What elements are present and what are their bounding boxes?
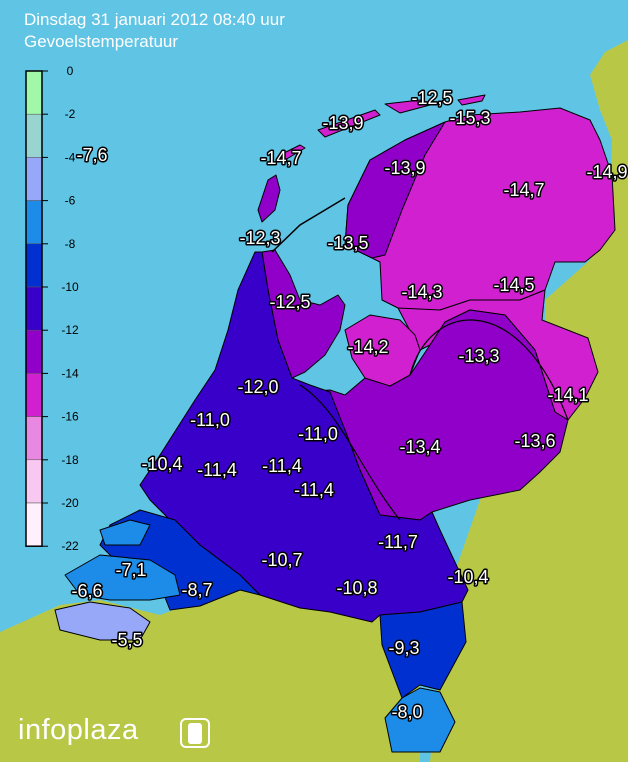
- legend-band: [25, 416, 43, 461]
- temperature-value-label: -10,8: [336, 578, 377, 598]
- legend-band: [25, 459, 43, 504]
- color-legend: 0 -2 -4 -6 -8 -10 -12 -14 -16 -18 -20 -22: [25, 64, 79, 553]
- legend-tick-label: -2: [65, 107, 76, 121]
- temperature-value-label: -13,3: [458, 346, 499, 366]
- island-vlieland: [279, 144, 306, 161]
- temperature-value-label: -12,5: [411, 88, 452, 108]
- legend-tick-label: -10: [61, 280, 79, 294]
- temperature-value-label: -11,0: [298, 424, 338, 444]
- temperature-value-label: -13,6: [514, 431, 555, 451]
- region-limburg-north: [379, 601, 467, 699]
- temperature-value-label: -15,3: [449, 108, 490, 128]
- region-friesland-west: [344, 121, 446, 259]
- temperature-value-label: -8,7: [181, 580, 212, 600]
- temperature-value-label: -10,7: [261, 550, 302, 570]
- temperature-value-label: -12,0: [237, 377, 278, 397]
- temperature-value-label: -14,5: [493, 275, 534, 295]
- region-zeeland-islands: [64, 554, 181, 601]
- temperature-value-label: -10,4: [447, 567, 488, 587]
- value-labels: -12,5-15,3-13,9-7,6 -14,7 -13,9-14,7-14,9-…: [70, 87, 628, 724]
- afsluitdijk: [271, 197, 346, 253]
- island-schiermonnikoog: [457, 94, 486, 106]
- temperature-value-label: -10,4: [141, 454, 182, 474]
- legend-band: [25, 70, 43, 115]
- temperature-value-label: -12,3: [239, 228, 280, 248]
- temperature-value-label: -14,7: [260, 148, 301, 168]
- legend-tick-label: -18: [61, 453, 79, 467]
- temperature-value-label: -5,5: [111, 630, 142, 650]
- legend-tick-label: -22: [61, 539, 79, 553]
- temperature-value-label: -12,5: [269, 292, 310, 312]
- temperature-value-label: -13,9: [322, 113, 363, 133]
- infoplaza-logo: infoplaza: [18, 714, 139, 746]
- legend-tick-label: 0: [67, 64, 74, 78]
- temperature-value-label: -8,0: [391, 702, 422, 722]
- temperature-value-label: -14,1: [547, 385, 588, 405]
- temperature-value-label: -13,5: [327, 233, 368, 253]
- temperature-value-label: -13,9: [384, 158, 425, 178]
- temperature-value-label: -9,3: [388, 638, 419, 658]
- region-limburg-south: [384, 687, 456, 753]
- legend-tick-label: -6: [65, 194, 76, 208]
- info-i-icon: [180, 718, 210, 748]
- legend-tick-label: -8: [65, 237, 76, 251]
- germany-land: [430, 40, 628, 762]
- regions: [54, 94, 616, 753]
- legend-frame: [25, 70, 43, 547]
- island-ameland: [384, 99, 431, 114]
- legend-tick-label: -14: [61, 366, 79, 380]
- temperature-value-label: -6,6: [71, 581, 102, 601]
- temperature-value-label: -11,4: [197, 460, 237, 480]
- temperature-value-label: -11,4: [262, 456, 302, 476]
- legend-band: [25, 243, 43, 288]
- legend-band: [25, 113, 43, 158]
- region-goeree: [99, 519, 151, 546]
- region-zeeuws-vlaanderen: [54, 601, 151, 641]
- isoline-14: [409, 319, 569, 421]
- temperature-value-label: -14,2: [347, 337, 388, 357]
- island-terschelling: [317, 109, 381, 138]
- legend-band: [25, 502, 43, 547]
- temperature-value-label: -7,1: [115, 560, 146, 580]
- island-texel: [257, 174, 281, 223]
- map-subtitle: Gevoelstemperatuur: [24, 32, 179, 51]
- legend-band: [25, 373, 43, 417]
- map-title: Dinsdag 31 januari 2012 08:40 uur: [24, 10, 285, 29]
- isoline-12: [299, 384, 401, 521]
- temperature-value-label: -11,4: [294, 480, 334, 500]
- legend-band: [25, 157, 43, 201]
- temperature-value-label: -7,6: [76, 145, 107, 165]
- region-flevoland: [344, 314, 421, 387]
- temperature-value-label: -11,7: [378, 532, 418, 552]
- temperature-value-label: -13,4: [399, 437, 440, 457]
- temperature-value-label: -14,9: [586, 162, 627, 182]
- legend-tick-label: -4: [65, 150, 76, 164]
- temperature-value-label: -11,0: [190, 410, 230, 430]
- legend-tick-label: -20: [61, 496, 79, 510]
- legend-band: [25, 286, 43, 331]
- temperature-value-label: -14,3: [401, 282, 442, 302]
- legend-tick-label: -16: [61, 410, 79, 424]
- legend-band: [25, 329, 43, 374]
- temperature-value-label: -14,7: [503, 180, 544, 200]
- legend-band: [25, 200, 43, 245]
- legend-tick-label: -12: [61, 323, 79, 337]
